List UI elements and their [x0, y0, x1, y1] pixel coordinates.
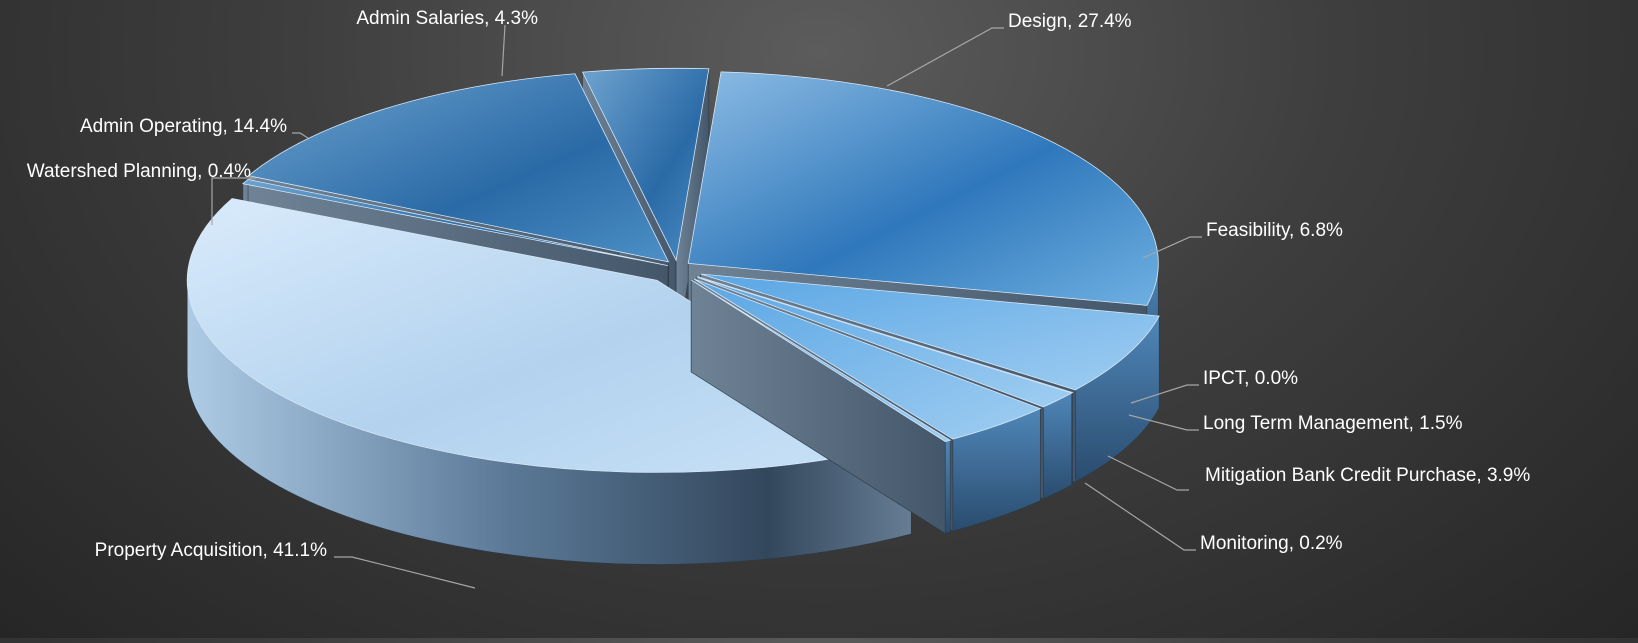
pie-slice-side	[944, 439, 951, 534]
pie-slice-top	[186, 198, 913, 473]
data-label-admin-salaries: Admin Salaries, 4.3%	[356, 8, 538, 29]
leader-line-watershed-planning	[211, 177, 256, 225]
leader-line-monitoring	[1084, 482, 1196, 551]
pie-slice-top	[693, 278, 1042, 440]
pie-slice-top	[700, 273, 1160, 391]
leader-line-design	[886, 27, 1004, 87]
leader-line-long-term-management	[1128, 414, 1199, 431]
data-label-feasibility: Feasibility, 6.8%	[1206, 220, 1343, 241]
pie-slice-top	[247, 73, 670, 263]
data-label-property-acquisition: Property Acquisition, 41.1%	[95, 540, 327, 561]
pie-slice-monitoring	[690, 279, 952, 535]
data-label-watershed-planning: Watershed Planning, 0.4%	[27, 161, 251, 182]
pie-slice-top	[690, 279, 952, 442]
leader-line-mitigation-bank-credit-purchase	[1107, 455, 1189, 491]
pie-slices	[186, 67, 1160, 565]
leader-line-ipct	[1130, 384, 1199, 404]
pie-slice-top	[241, 178, 669, 266]
pie-slice-top	[696, 276, 1073, 408]
pie-slice-property-acquisition	[186, 198, 913, 565]
data-label-admin-operating: Admin Operating, 14.4%	[80, 116, 287, 137]
leader-line-feasibility	[1142, 236, 1202, 259]
leader-line-property-acquisition	[334, 556, 476, 589]
pie-slice-side	[1043, 392, 1073, 500]
leader-line-admin-salaries	[501, 24, 506, 77]
data-label-design: Design, 27.4%	[1008, 11, 1132, 32]
data-label-ipct: IPCT, 0.0%	[1203, 368, 1298, 389]
pie-slice-top	[687, 71, 1159, 306]
data-label-mitigation-bank-credit-purchase: Mitigation Bank Credit Purchase, 3.9%	[1205, 465, 1530, 486]
data-label-long-term-management: Long Term Management, 1.5%	[1203, 413, 1463, 434]
pie-slice-top	[581, 67, 710, 262]
data-label-monitoring: Monitoring, 0.2%	[1200, 533, 1343, 554]
leader-line-admin-operating	[292, 132, 309, 139]
data-labels: Design, 27.4% Feasibility, 6.8% IPCT, 0.0%…	[27, 8, 1530, 589]
